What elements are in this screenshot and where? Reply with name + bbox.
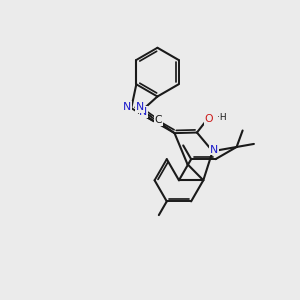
Text: C: C: [154, 115, 162, 125]
Text: N: N: [210, 145, 218, 155]
Text: N: N: [123, 102, 131, 112]
Text: N: N: [140, 107, 148, 117]
Text: N: N: [136, 102, 144, 112]
Text: O: O: [205, 114, 213, 124]
Text: ·H: ·H: [217, 113, 226, 122]
